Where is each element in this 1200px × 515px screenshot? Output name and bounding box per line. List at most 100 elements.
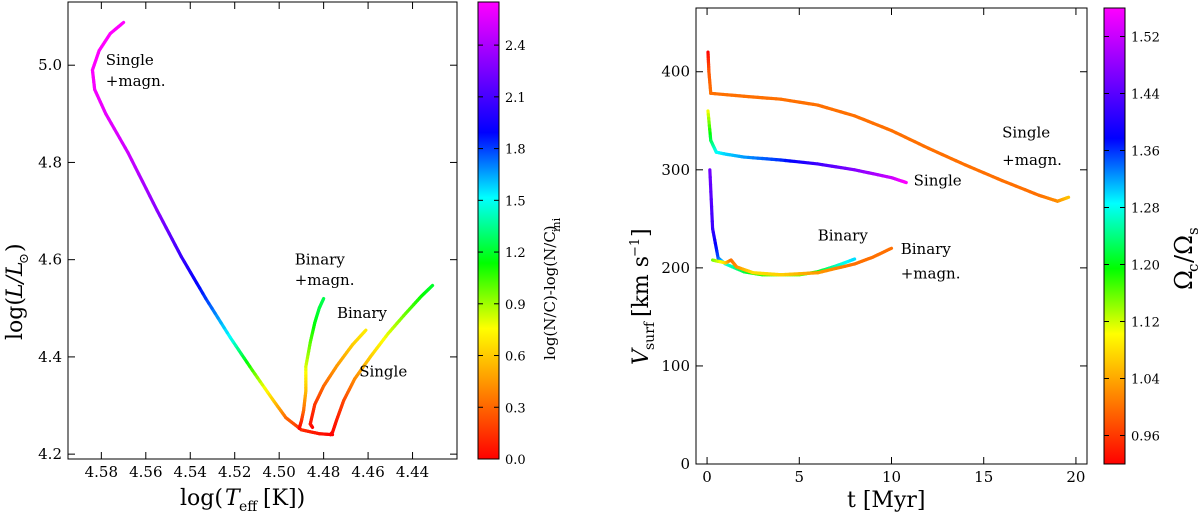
velocity-y-tick-label: 200 [661,259,690,277]
velocity-series-binary-magn [710,246,894,277]
hr-x-tick-label: 4.50 [262,463,295,481]
hr-colorbar [477,1,500,460]
hr-track-segment [120,20,126,26]
hr-annotation: Binary [295,251,346,269]
hr-annotation: Single [106,51,154,69]
velocity-annotation: Binary [901,240,952,258]
hr-track-segment [429,283,435,289]
hr-cb-tick-label: 0.0 [505,453,526,468]
hr-x-label-sub: eff [239,499,258,515]
hr-x-label-unit: [K]) [263,486,305,511]
velocity-y-tick-label: 300 [661,161,690,179]
velocity-annotation: +magn. [1002,151,1062,169]
hr-diagram-panel: 4.58 4.56 4.54 4.52 4.50 4.48 4.46 4.44 4.2 4.4 4.… [3,1,563,515]
hr-series-binary-magn [297,296,326,430]
velocity-colorbar-ticks: 0.96 1.04 1.12 1.20 1.28 1.36 1.44 1.52 [1104,31,1160,445]
hr-y-label-l: L/L [3,261,28,299]
hr-y-label-close: ) [3,243,28,252]
velocity-cb-tick-label: 1.20 [1131,259,1160,274]
hr-y-tick-label: 5.0 [38,56,62,74]
velocity-y-label-v: V [629,347,654,365]
hr-x-tick-label: 4.46 [351,463,384,481]
hr-tracks [90,20,435,437]
velocity-x-tick-label: 20 [1066,468,1085,486]
hr-annotation: Binary [337,304,388,322]
hr-cb-tick-label: 1.8 [505,143,526,158]
hr-y-tick-label: 4.2 [38,445,62,463]
velocity-annotation: +magn. [901,265,961,283]
velocity-cb-tick-label: 1.36 [1131,145,1160,160]
velocity-colorbar-s: s [1184,227,1200,235]
velocity-x-tick-label: 10 [882,468,901,486]
hr-x-label-log: log( [180,486,223,511]
hr-series-single [328,283,435,437]
velocity-tracks [706,50,1071,277]
hr-y-tick-label: 4.6 [38,251,62,269]
velocity-cb-tick-label: 1.44 [1131,88,1160,103]
velocity-y-label-exp: −1 [628,238,643,257]
hr-y-label-sun: ⊙ [17,253,32,264]
velocity-cb-tick-label: 1.28 [1131,202,1160,217]
velocity-cb-tick-label: 1.52 [1131,31,1160,46]
hr-track-segment [362,328,368,334]
hr-x-tick-label: 4.56 [129,463,162,481]
velocity-y-tick-label: 100 [661,357,690,375]
hr-y-label-log: log( [3,297,28,340]
velocity-cb-tick-label: 1.04 [1131,373,1160,388]
velocity-x-label: t [Myr] [847,488,925,513]
hr-cb-tick-label: 0.6 [505,350,526,365]
velocity-colorbar-slash: /Ω [1170,235,1198,263]
hr-cb-tick-label: 1.2 [505,246,526,261]
velocity-y-tick-label: 400 [661,63,690,81]
velocity-colorbar [1103,7,1126,465]
hr-annotation: +magn. [106,72,166,90]
velocity-annotation: Binary [818,226,869,244]
velocity-y-axis-title: V surf [km s −1 ] [628,228,658,365]
velocity-track-segment [850,257,857,262]
hr-cb-tick-label: 2.1 [505,91,526,106]
hr-colorbar-label: log(N/C)-log(N/C) [541,225,559,360]
hr-colorbar-ticks: 0.0 0.3 0.6 0.9 1.2 1.5 1.8 2.1 2.4 [478,39,526,468]
velocity-annotations: Single +magn. Single Binary Binary +magn. [818,123,1062,282]
hr-x-tick-label: 4.54 [174,463,207,481]
velocity-annotation: Single [914,171,962,189]
hr-x-axis-title: log( T eff [K]) [180,486,305,515]
hr-axis-ticks: 4.58 4.56 4.54 4.52 4.50 4.48 4.46 4.44 4.2 4.4 4.… [38,2,457,481]
hr-x-tick-label: 4.48 [307,463,340,481]
velocity-series-single-magn [706,50,1071,203]
velocity-cb-tick-label: 0.96 [1131,430,1160,445]
velocity-colorbar-c: c [1184,264,1200,272]
hr-x-label-t: T [225,486,242,511]
velocity-colorbar-title: Ω c /Ω s [1170,227,1200,290]
velocity-series-single [706,109,908,185]
hr-colorbar-label-sub: ini [550,217,563,232]
hr-x-tick-label: 4.44 [396,463,429,481]
hr-annotations: Single +magn. Binary +magn. Binary Single [106,51,408,380]
velocity-track-segment [902,180,908,185]
hr-annotation: +magn. [295,271,355,289]
hr-track-segment [321,296,326,302]
hr-y-tick-label: 4.4 [38,348,62,366]
velocity-y-label-sub: surf [642,320,658,350]
velocity-colorbar-omega-c: Ω [1170,270,1198,290]
hr-annotation: Single [359,362,407,380]
velocity-y-tick-label: 0 [680,455,690,473]
hr-plot-frame [67,1,458,460]
velocity-y-label-close: ] [629,228,654,237]
velocity-annotation: Single [1002,123,1050,141]
velocity-x-axis-title: t [Myr] [847,488,925,513]
hr-x-tick-label: 4.52 [218,463,251,481]
velocity-x-tick-label: 5 [795,468,805,486]
hr-colorbar-title: log(N/C)-log(N/C) ini [541,217,563,360]
velocity-x-tick-label: 0 [702,468,712,486]
hr-cb-tick-label: 1.5 [505,194,526,209]
velocity-track-segment [887,246,894,251]
hr-cb-tick-label: 2.4 [505,39,526,54]
hr-series-binary [308,328,368,429]
hr-series-single-magn [90,20,335,437]
hr-cb-tick-label: 0.3 [505,401,526,416]
hr-cb-tick-label: 0.9 [505,298,526,313]
